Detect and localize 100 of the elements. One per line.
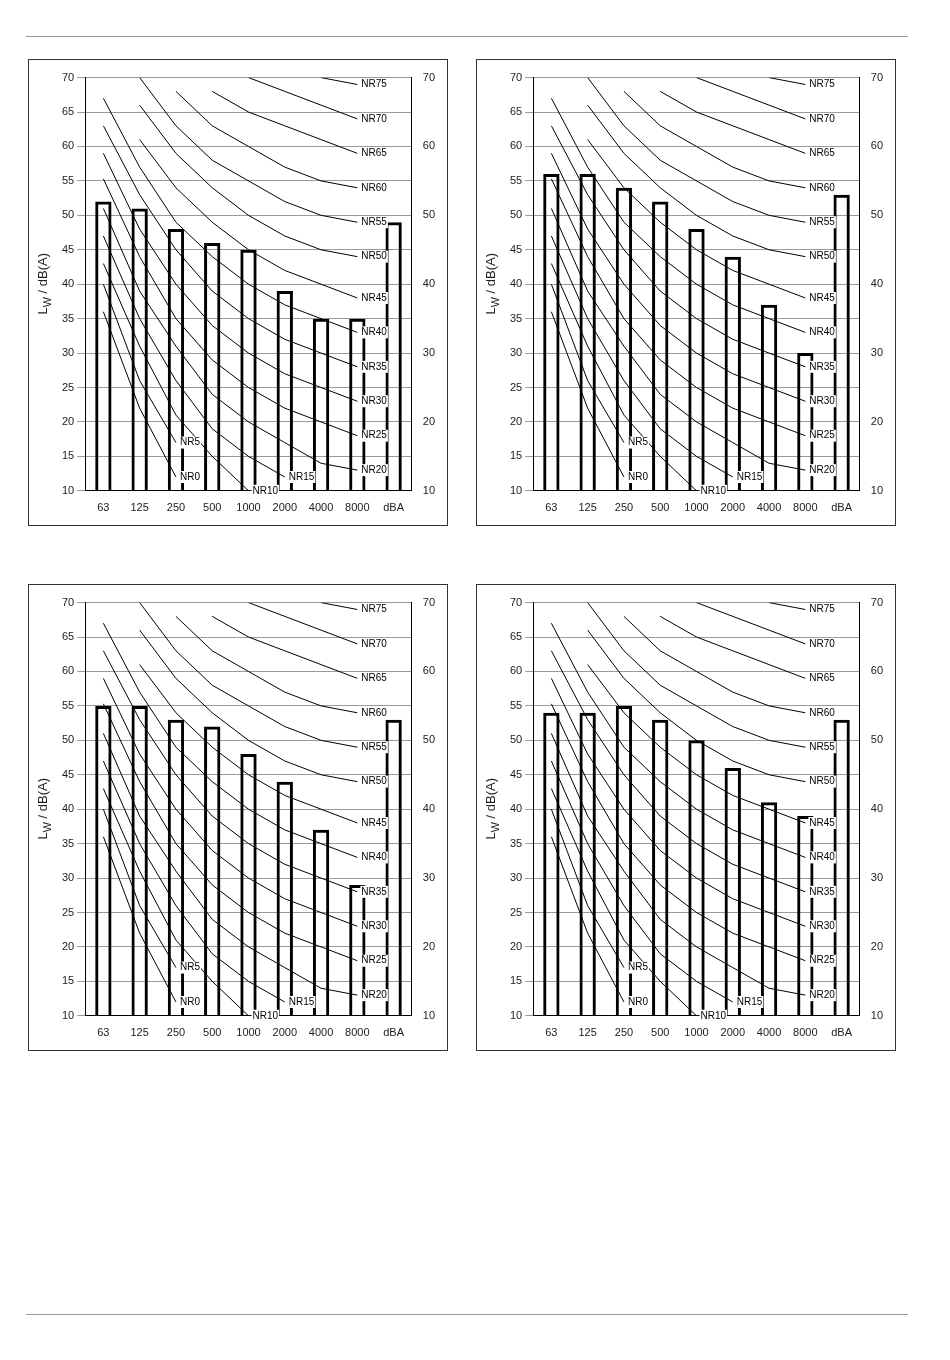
- y2-tick-label: 40: [870, 277, 884, 290]
- x-tick-label: 1000: [236, 501, 261, 514]
- y2-tick-label: 50: [870, 208, 884, 221]
- y-tick-label: 15: [61, 449, 75, 462]
- y2-tick-label: 50: [870, 733, 884, 746]
- y-tick-label: 20: [509, 414, 523, 427]
- y-tick-label: 10: [61, 483, 75, 496]
- series-label: NR5: [627, 961, 649, 973]
- y-tick-label: 60: [509, 139, 523, 152]
- y-tick-label: 40: [61, 802, 75, 815]
- series-label: NR55: [361, 740, 388, 752]
- series-label: NR65: [809, 672, 836, 684]
- y2-tick-label: 60: [870, 664, 884, 677]
- series-label: NR55: [809, 740, 836, 752]
- y-tick-label: 10: [509, 1008, 523, 1021]
- y2-tick-label: 50: [422, 733, 436, 746]
- y-tick-label: 60: [509, 664, 523, 677]
- y-tick-label: 35: [509, 311, 523, 324]
- series-label: NR20: [361, 988, 388, 1000]
- series-label: NR5: [627, 436, 649, 448]
- y-tick-label: 65: [61, 630, 75, 643]
- y2-tick-label: 10: [422, 1008, 436, 1021]
- y-tick-label: 10: [61, 1008, 75, 1021]
- series-label: NR60: [361, 181, 388, 193]
- x-tick-label: 500: [651, 1026, 670, 1039]
- y-tick-label: 70: [509, 595, 523, 608]
- y2-tick-label: 50: [422, 208, 436, 221]
- series-label: NR15: [736, 470, 763, 482]
- x-tick-label: 8000: [345, 1026, 370, 1039]
- y-tick-label: 25: [509, 905, 523, 918]
- series-label: NR35: [361, 360, 388, 372]
- y-tick-label: 55: [509, 173, 523, 186]
- y-tick-label: 30: [509, 346, 523, 359]
- y2-tick-label: 30: [422, 871, 436, 884]
- y-tick-label: 30: [509, 871, 523, 884]
- series-label: NR50: [809, 250, 836, 262]
- x-tick-label: 2000: [720, 1026, 746, 1039]
- x-tick-label: 125: [578, 1026, 597, 1039]
- y2-tick-label: 30: [870, 871, 884, 884]
- y-tick-label: 60: [61, 139, 75, 152]
- y2-tick-label: 20: [870, 939, 884, 952]
- series-label: NR35: [361, 885, 388, 897]
- series-label: NR60: [809, 181, 836, 193]
- y-tick-label: 40: [61, 277, 75, 290]
- series-label: NR55: [809, 215, 836, 227]
- series-label: NR25: [809, 954, 836, 966]
- series-label: NR50: [361, 775, 388, 787]
- x-tick-label: 250: [166, 501, 186, 514]
- series-label: NR60: [361, 706, 388, 718]
- series-label: NR40: [361, 326, 388, 338]
- y-tick-label: 55: [509, 698, 523, 711]
- series-label: NR10: [700, 1009, 727, 1021]
- y2-tick-label: 70: [870, 595, 884, 608]
- series-label: NR10: [700, 484, 727, 496]
- x-tick-label: 250: [166, 1026, 186, 1039]
- series-label: NR45: [809, 816, 836, 828]
- series-label: NR70: [809, 637, 836, 649]
- x-tick-label: 125: [130, 1026, 149, 1039]
- x-tick-label: dBA: [383, 501, 405, 514]
- y-tick-label: 65: [509, 630, 523, 643]
- series-label: NR5: [179, 436, 201, 448]
- y-tick-label: 70: [61, 70, 75, 83]
- x-tick-label: dBA: [383, 1026, 405, 1039]
- series-label: NR10: [252, 1009, 279, 1021]
- y-tick-label: 60: [61, 664, 75, 677]
- series-label: NR75: [809, 603, 836, 615]
- y2-tick-label: 10: [870, 483, 884, 496]
- x-tick-label: 63: [97, 1026, 110, 1039]
- y2-tick-label: 60: [422, 139, 436, 152]
- x-tick-label: 250: [614, 501, 634, 514]
- series-label: NR35: [809, 885, 836, 897]
- series-label: NR30: [809, 920, 836, 932]
- x-tick-label: 8000: [345, 501, 370, 514]
- y-tick-label: 45: [61, 767, 75, 780]
- y-tick-label: 30: [61, 346, 75, 359]
- x-tick-label: 4000: [308, 501, 334, 514]
- x-tick-label: 8000: [793, 1026, 818, 1039]
- series-label: NR65: [809, 147, 836, 159]
- x-tick-label: 2000: [720, 501, 746, 514]
- y-tick-label: 25: [509, 380, 523, 393]
- series-label: NR5: [179, 961, 201, 973]
- y-tick-label: 45: [61, 242, 75, 255]
- y2-tick-label: 10: [870, 1008, 884, 1021]
- series-label: NR15: [288, 470, 315, 482]
- y-tick-label: 30: [61, 871, 75, 884]
- x-tick-label: 63: [545, 501, 558, 514]
- series-label: NR35: [809, 360, 836, 372]
- series-label: NR30: [361, 395, 388, 407]
- series-label: NR20: [809, 988, 836, 1000]
- y-tick-label: 50: [509, 733, 523, 746]
- x-tick-label: 125: [130, 501, 149, 514]
- y-tick-label: 25: [61, 905, 75, 918]
- y-tick-label: 20: [61, 939, 75, 952]
- series-label: NR0: [627, 470, 649, 482]
- series-label: NR75: [809, 78, 836, 90]
- y2-tick-label: 40: [422, 277, 436, 290]
- y-tick-label: 65: [509, 105, 523, 118]
- series-label: NR30: [809, 395, 836, 407]
- series-label: NR0: [179, 470, 201, 482]
- y-tick-label: 70: [509, 70, 523, 83]
